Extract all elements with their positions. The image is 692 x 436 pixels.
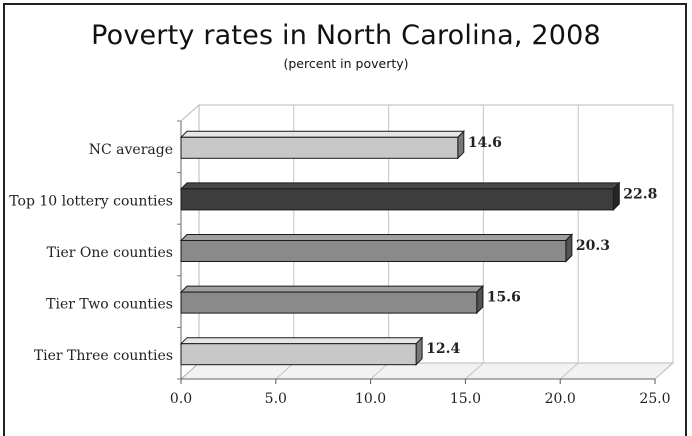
bar-top	[179, 234, 574, 241]
category-label: Tier Two counties	[46, 297, 173, 313]
floor-gridline	[654, 362, 674, 380]
floor	[179, 362, 675, 380]
floor-gridline	[559, 362, 579, 380]
bar-value-label: 22.8	[623, 186, 657, 202]
bar	[180, 136, 459, 159]
category-label: NC average	[89, 142, 173, 158]
bar-value-label: 14.6	[468, 135, 502, 151]
floor-gridline	[370, 362, 389, 380]
x-tick-label: 20.0	[545, 391, 576, 407]
bar-top	[179, 182, 621, 190]
bar-value-label: 20.3	[576, 238, 610, 254]
category-label: Tier Three counties	[34, 348, 173, 364]
chart-title: Poverty rates in North Carolina, 2008	[91, 20, 601, 51]
x-tick-label: 0.0	[170, 391, 192, 407]
bar-value-label: 12.4	[426, 341, 460, 357]
bar	[180, 240, 567, 262]
chart-frame	[3, 3, 687, 436]
floor-gridline	[465, 362, 484, 380]
bar-value-label: 15.6	[487, 290, 521, 306]
chart-labels: 0.0 5.0 10.0 15.0 20.0 25.0 14.6 NC average 22.8…	[9, 135, 670, 407]
x-tick-label: 15.0	[450, 391, 481, 407]
floor-gridline	[275, 362, 295, 380]
bar-top	[179, 337, 424, 345]
x-tick-label: 5.0	[265, 391, 287, 407]
x-tick-label: 25.0	[639, 391, 670, 407]
chart-subtitle: (percent in poverty)	[283, 56, 409, 71]
bar	[180, 188, 614, 211]
bar-top	[179, 130, 466, 138]
bar	[180, 343, 417, 366]
x-tick-label: 10.0	[355, 391, 386, 407]
category-label: Top 10 lottery counties	[9, 193, 173, 209]
category-label: Tier One counties	[47, 245, 173, 261]
bar	[180, 291, 478, 314]
chart-bars	[179, 130, 621, 366]
bar-top	[179, 285, 484, 293]
